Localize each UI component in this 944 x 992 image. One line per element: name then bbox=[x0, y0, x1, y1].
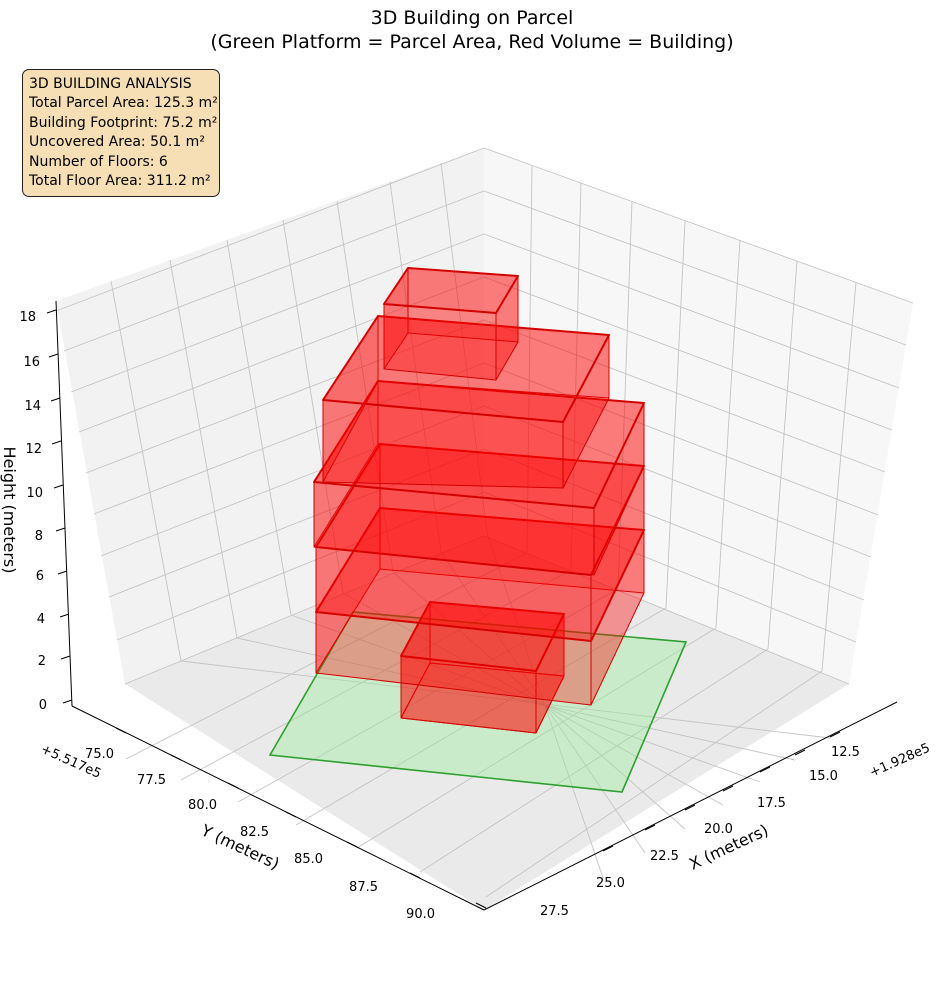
info-building-footprint: Building Footprint: 75.2 m² bbox=[29, 114, 218, 131]
z-tick-label: 2 bbox=[38, 654, 46, 669]
left-back-pane bbox=[56, 148, 484, 684]
floor-pane bbox=[125, 536, 849, 910]
parcel-platform bbox=[268, 611, 688, 793]
x-tick-label: 15.0 bbox=[809, 769, 838, 784]
y-tick-label: 77.5 bbox=[137, 773, 166, 788]
x-tick-label: 20.0 bbox=[704, 822, 733, 837]
analysis-info-box: 3D BUILDING ANALYSIS Total Parcel Area: … bbox=[22, 69, 220, 197]
info-total-parcel-area: Total Parcel Area: 125.3 m² bbox=[29, 95, 218, 112]
x-tick-label: 27.5 bbox=[540, 904, 569, 919]
building-floor bbox=[383, 267, 519, 381]
y-tick-labels: 75.0 77.5 80.0 82.5 85.0 87.5 90.0 bbox=[85, 747, 435, 922]
info-number-of-floors: Number of Floors: 6 bbox=[29, 153, 168, 170]
z-tick-labels: 0 2 4 6 8 10 12 14 16 18 bbox=[19, 310, 47, 713]
z-tick-label: 0 bbox=[39, 698, 47, 713]
x-tick-label: 22.5 bbox=[650, 849, 679, 864]
x-tick-label: 12.5 bbox=[831, 745, 860, 760]
z-tick-label: 16 bbox=[23, 355, 40, 370]
x-tick-label: 25.0 bbox=[596, 876, 625, 891]
info-total-floor-area: Total Floor Area: 311.2 m² bbox=[29, 173, 211, 190]
building-floor bbox=[315, 507, 645, 706]
axis-panes bbox=[56, 148, 913, 910]
chart-title: 3D Building on Parcel (Green Platform = … bbox=[0, 6, 944, 54]
building-volume bbox=[313, 267, 645, 734]
z-tick-label: 8 bbox=[35, 529, 43, 544]
z-tick-label: 6 bbox=[36, 569, 44, 584]
z-tick-label: 14 bbox=[24, 399, 41, 414]
z-axis-line bbox=[55, 300, 73, 707]
chart-title-line1: 3D Building on Parcel bbox=[370, 7, 574, 29]
y-tick-label: 75.0 bbox=[85, 747, 114, 762]
y-tick-label: 90.0 bbox=[406, 907, 435, 922]
x-axis-line bbox=[483, 701, 898, 911]
gridlines bbox=[55, 147, 914, 898]
z-tick-label: 4 bbox=[37, 612, 45, 627]
info-box-heading: 3D BUILDING ANALYSIS bbox=[29, 76, 192, 92]
y-tick-label: 87.5 bbox=[349, 880, 378, 895]
x-tick-label: 17.5 bbox=[757, 796, 786, 811]
chart-title-line2: (Green Platform = Parcel Area, Red Volum… bbox=[210, 31, 734, 53]
x-offset-label: +1.928e5 bbox=[868, 741, 933, 781]
building-floor bbox=[322, 315, 610, 489]
z-tick-label: 10 bbox=[26, 486, 43, 501]
right-back-pane bbox=[484, 148, 913, 684]
building-floor bbox=[400, 601, 565, 734]
building-floor bbox=[315, 443, 645, 642]
z-tick-label: 12 bbox=[25, 442, 42, 457]
building-floor bbox=[313, 380, 645, 576]
y-tick-label: 80.0 bbox=[188, 798, 217, 813]
y-tick-label: 82.5 bbox=[240, 825, 269, 840]
z-axis-label: Height (meters) bbox=[0, 447, 19, 574]
tick-marks bbox=[46, 309, 841, 909]
y-tick-label: 85.0 bbox=[294, 852, 323, 867]
x-tick-labels: 12.5 15.0 17.5 20.0 22.5 25.0 27.5 bbox=[540, 745, 860, 919]
z-tick-label: 18 bbox=[19, 310, 36, 325]
info-uncovered-area: Uncovered Area: 50.1 m² bbox=[29, 134, 205, 151]
